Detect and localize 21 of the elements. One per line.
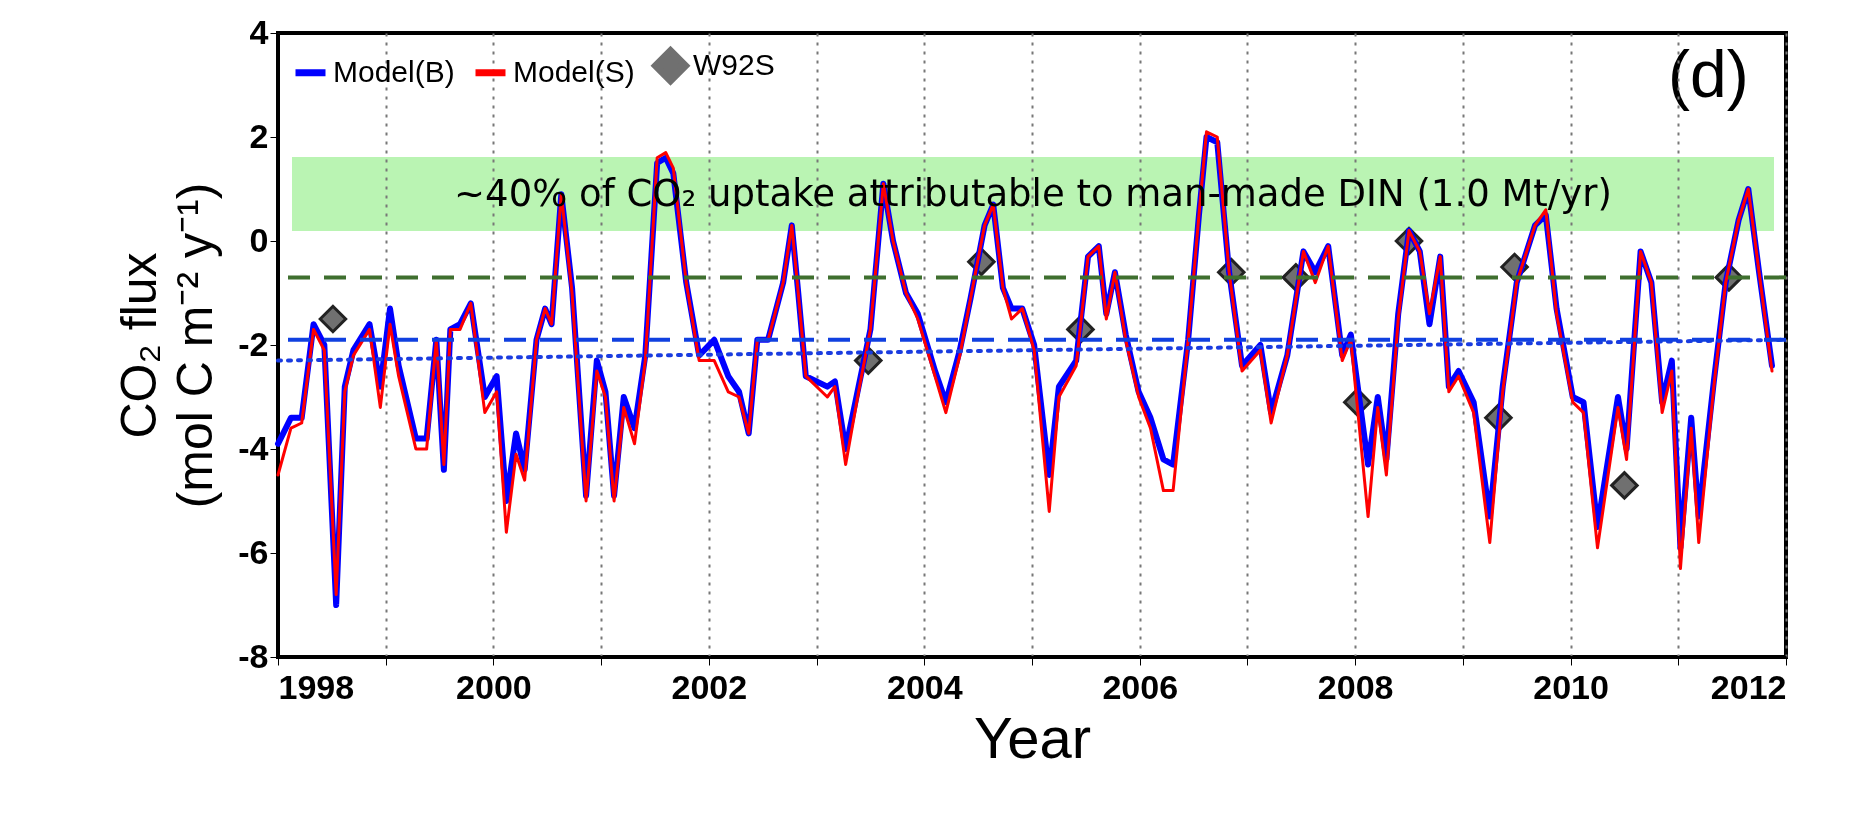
x-tick-label: 2000	[456, 667, 532, 706]
legend-label: Model(S)	[513, 54, 635, 88]
x-tick-label: 2006	[1102, 667, 1179, 706]
legend-label: Model(B)	[333, 54, 455, 88]
y-tick-label: -4	[238, 428, 269, 467]
x-axis-title: Year	[973, 704, 1092, 770]
y-tick-label: 0	[249, 220, 269, 259]
y-tick-label: 4	[249, 12, 269, 51]
legend-label: W92S	[693, 47, 775, 81]
y-tick-label: -8	[238, 636, 269, 675]
x-tick-label: 2010	[1533, 667, 1609, 706]
y-axis-title: CO₂ flux (mol C m⁻² y⁻¹)	[111, 182, 224, 509]
y-tick-label: 2	[249, 116, 269, 155]
x-tick-label: 2012	[1710, 667, 1787, 706]
x-tick-label: 2008	[1317, 667, 1394, 706]
x-tick-label: 1998	[278, 667, 355, 706]
annotation: (d)	[1668, 36, 1749, 112]
y-tick-label: -2	[238, 324, 269, 363]
y-tick-label: -6	[238, 532, 269, 571]
x-tick-label: 2004	[886, 667, 963, 706]
x-tick-label: 2002	[671, 667, 748, 706]
